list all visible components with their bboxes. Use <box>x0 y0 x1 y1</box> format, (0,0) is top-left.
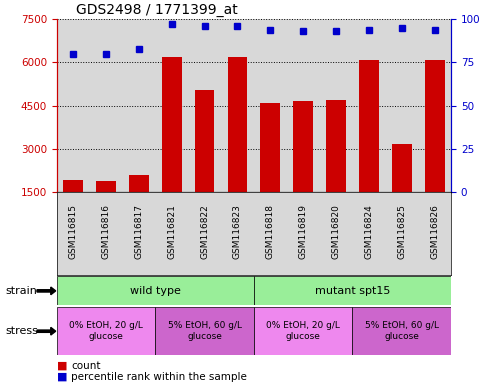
Text: GSM116817: GSM116817 <box>135 204 143 259</box>
Bar <box>425 60 445 235</box>
Text: GDS2498 / 1771399_at: GDS2498 / 1771399_at <box>76 3 238 17</box>
Bar <box>359 60 379 235</box>
Bar <box>63 180 83 235</box>
Text: GSM116826: GSM116826 <box>430 204 439 259</box>
Bar <box>162 57 181 235</box>
Bar <box>392 144 412 235</box>
Text: GSM116825: GSM116825 <box>397 204 406 259</box>
Bar <box>254 307 352 355</box>
Text: mutant spt15: mutant spt15 <box>315 286 390 296</box>
Text: GSM116823: GSM116823 <box>233 204 242 259</box>
Text: stress: stress <box>5 326 38 336</box>
Bar <box>57 307 155 355</box>
Bar <box>254 276 451 305</box>
Bar <box>155 307 254 355</box>
Text: GSM116815: GSM116815 <box>69 204 77 259</box>
Bar <box>57 276 254 305</box>
Text: GSM116816: GSM116816 <box>102 204 110 259</box>
Text: GSM116824: GSM116824 <box>364 204 373 259</box>
Text: 0% EtOH, 20 g/L
glucose: 0% EtOH, 20 g/L glucose <box>266 321 340 341</box>
Text: percentile rank within the sample: percentile rank within the sample <box>71 372 247 382</box>
Text: GSM116819: GSM116819 <box>299 204 308 259</box>
Bar <box>195 90 214 235</box>
Text: strain: strain <box>5 286 37 296</box>
Text: GSM116821: GSM116821 <box>167 204 176 259</box>
Text: 5% EtOH, 60 g/L
glucose: 5% EtOH, 60 g/L glucose <box>168 321 242 341</box>
Bar <box>228 57 247 235</box>
Text: wild type: wild type <box>130 286 181 296</box>
Bar <box>129 175 149 235</box>
Text: 0% EtOH, 20 g/L
glucose: 0% EtOH, 20 g/L glucose <box>69 321 143 341</box>
Bar <box>326 100 346 235</box>
Bar <box>260 103 280 235</box>
Text: ■: ■ <box>57 361 67 371</box>
Bar <box>352 307 451 355</box>
Text: ■: ■ <box>57 372 67 382</box>
Text: GSM116820: GSM116820 <box>332 204 341 259</box>
Text: GSM116818: GSM116818 <box>266 204 275 259</box>
Bar <box>293 101 313 235</box>
Text: count: count <box>71 361 101 371</box>
Text: GSM116822: GSM116822 <box>200 204 209 259</box>
Bar <box>96 181 116 235</box>
Text: 5% EtOH, 60 g/L
glucose: 5% EtOH, 60 g/L glucose <box>365 321 439 341</box>
